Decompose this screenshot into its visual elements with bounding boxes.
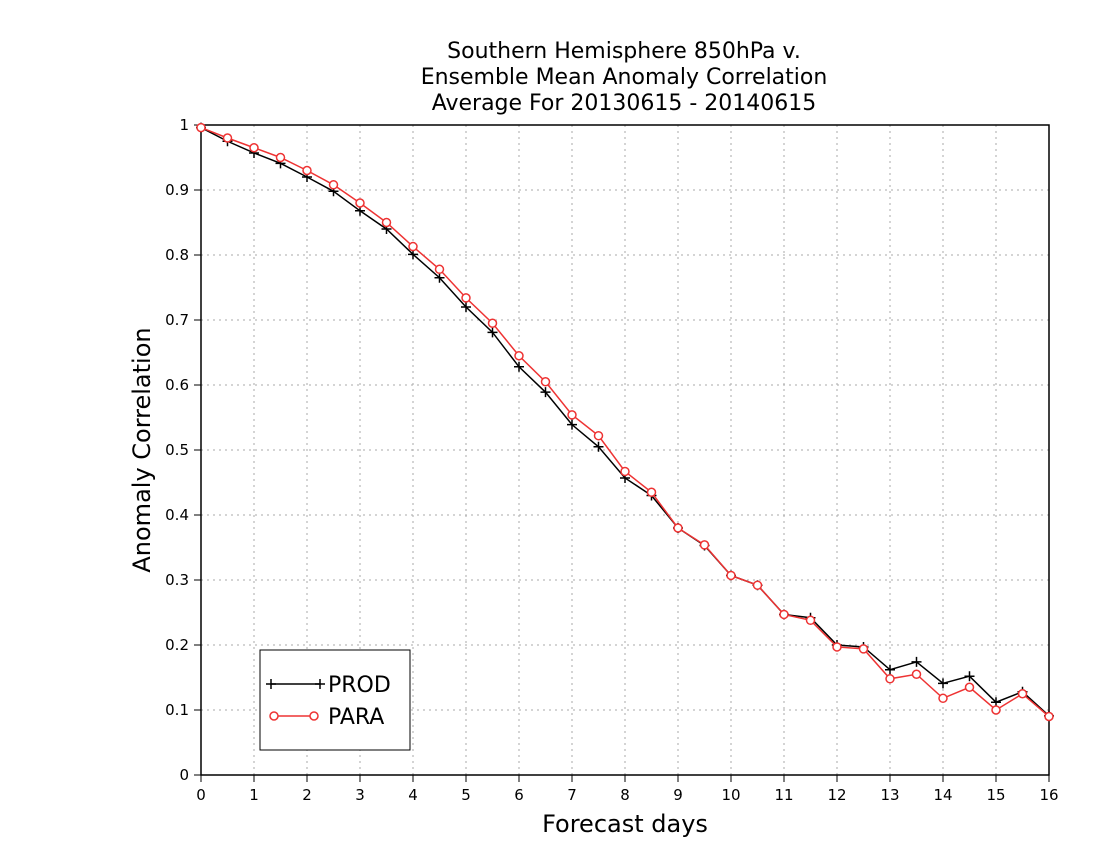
data-point-para	[858, 644, 869, 654]
x-tick-label: 14	[933, 786, 952, 804]
y-tick-label: 0.8	[165, 246, 189, 264]
data-point-para	[779, 609, 789, 620]
data-point-para	[222, 133, 233, 143]
x-tick-label: 13	[880, 786, 899, 804]
x-tick-label: 16	[1039, 786, 1058, 804]
y-tick-label: 0.2	[165, 636, 189, 654]
data-point-para	[805, 615, 816, 626]
legend-box	[259, 649, 411, 751]
data-point-prod	[938, 678, 948, 689]
x-tick-label: 1	[249, 786, 259, 804]
data-point-para	[964, 682, 975, 692]
data-point-para	[540, 377, 551, 387]
y-axis-label: Anomaly Correlation	[128, 327, 156, 572]
x-tick-label: 5	[461, 786, 471, 804]
chart-title-line-1: Southern Hemisphere 850hPa v.	[447, 39, 801, 64]
series-prod	[196, 122, 1054, 721]
x-axis-label: Forecast days	[542, 810, 708, 838]
y-tick-label: 1	[179, 116, 189, 134]
data-point-prod	[567, 419, 577, 430]
data-point-para	[1044, 711, 1054, 722]
data-point-para	[514, 351, 524, 361]
x-tick-label: 4	[408, 786, 418, 804]
data-point-prod	[964, 671, 975, 682]
data-point-prod	[514, 361, 524, 372]
legend-para-marker	[269, 711, 279, 721]
legend: PROD PARA	[259, 649, 411, 751]
data-point-para	[408, 241, 418, 252]
data-point-para	[487, 318, 498, 328]
x-tick-label: 7	[567, 786, 577, 804]
data-point-prod	[593, 441, 604, 452]
x-tick-label: 3	[355, 786, 365, 804]
data-point-para	[726, 570, 736, 581]
x-tick-label: 10	[721, 786, 740, 804]
data-point-para	[275, 152, 286, 163]
chart-title-line-3: Average For 20130615 - 20140615	[432, 91, 817, 116]
data-point-para	[567, 410, 577, 420]
x-tick-label: 15	[986, 786, 1005, 804]
data-point-para	[620, 466, 630, 477]
legend-prod-marker	[266, 679, 325, 689]
data-point-para	[673, 523, 683, 533]
data-point-para	[328, 180, 339, 190]
data-point-prod	[911, 656, 922, 667]
y-tick-label: 0.3	[165, 571, 189, 589]
data-point-para	[991, 705, 1001, 715]
data-point-para	[302, 165, 312, 176]
series-para	[196, 122, 1054, 722]
chart-title: Southern Hemisphere 850hPa v. Ensemble M…	[421, 39, 828, 116]
x-tick-label: 9	[673, 786, 683, 804]
legend-para-marker	[309, 711, 319, 721]
data-point-para	[1017, 689, 1028, 699]
data-point-para	[911, 669, 922, 679]
y-tick-label: 0.9	[165, 181, 189, 199]
x-tick-label: 11	[774, 786, 793, 804]
x-tick-label: 0	[196, 786, 206, 804]
x-tick-label: 12	[827, 786, 846, 804]
data-point-para	[752, 580, 763, 590]
y-tick-label: 0.4	[165, 506, 189, 524]
data-point-para	[355, 198, 365, 208]
y-tick-label: 0.5	[165, 441, 189, 459]
y-tick-label: 0.7	[165, 311, 189, 329]
data-point-para	[434, 264, 445, 275]
series-layer	[196, 122, 1054, 722]
data-point-prod	[487, 327, 498, 338]
data-point-para	[885, 674, 895, 684]
data-point-prod	[461, 302, 471, 312]
chart-title-line-2: Ensemble Mean Anomaly Correlation	[421, 65, 828, 90]
data-point-para	[832, 642, 842, 652]
legend-para-label: PARA	[328, 705, 384, 730]
data-point-prod	[540, 387, 551, 398]
x-tick-label: 2	[302, 786, 312, 804]
data-point-para	[196, 122, 206, 133]
data-point-para	[646, 487, 657, 497]
legend-prod-label: PROD	[328, 673, 391, 698]
axis-ticks: 0 1 2 3 4 5 6 7 8 9 10 11 12 13 14 15 1600.10.20.30.40.5…	[165, 116, 1058, 804]
data-point-para	[938, 693, 948, 704]
data-point-para	[461, 293, 471, 303]
data-point-prod	[434, 272, 445, 283]
data-point-prod	[885, 664, 895, 675]
data-point-para	[381, 217, 392, 228]
data-point-para	[593, 430, 604, 441]
data-point-para	[249, 143, 259, 153]
y-tick-label: 0	[179, 766, 189, 784]
y-tick-label: 0.6	[165, 376, 189, 394]
x-tick-label: 6	[514, 786, 524, 804]
data-point-para	[699, 540, 710, 550]
x-tick-label: 8	[620, 786, 630, 804]
y-tick-label: 0.1	[165, 701, 189, 719]
